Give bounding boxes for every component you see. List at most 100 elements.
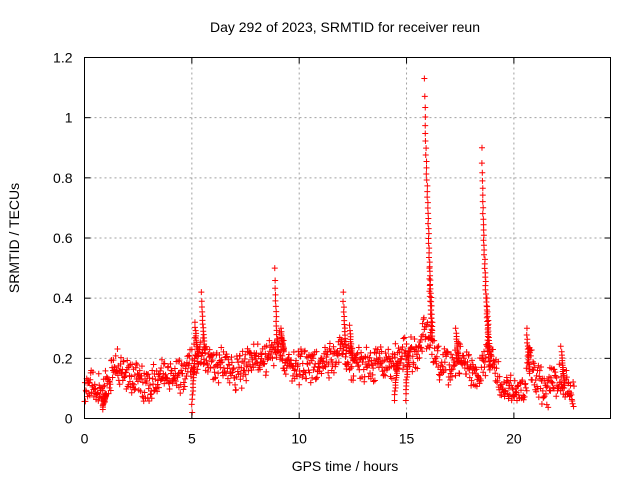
data-point [138, 363, 145, 370]
data-point [547, 387, 554, 394]
data-point [530, 360, 537, 367]
data-point [425, 215, 432, 222]
data-point [195, 353, 202, 360]
data-point [99, 387, 106, 394]
data-point [232, 386, 239, 393]
data-point [428, 322, 435, 329]
data-point [553, 393, 560, 400]
data-point [543, 384, 550, 391]
data-point [428, 351, 435, 358]
data-point [137, 388, 144, 395]
data-point [180, 386, 187, 393]
data-point [447, 377, 454, 384]
data-point [262, 350, 269, 357]
data-point [91, 381, 98, 388]
data-point [95, 397, 102, 404]
data-point [139, 393, 146, 400]
data-point [290, 349, 297, 356]
data-point [407, 334, 414, 341]
data-point [263, 342, 270, 349]
data-point [435, 343, 442, 350]
data-point [301, 368, 308, 375]
data-point [480, 369, 487, 376]
data-point [109, 374, 116, 381]
data-point [342, 353, 349, 360]
data-point [307, 379, 314, 386]
data-point [422, 130, 429, 137]
data-point [545, 404, 552, 411]
data-point [423, 158, 430, 165]
data-point [124, 357, 131, 364]
data-point [433, 360, 440, 367]
data-point [424, 194, 431, 201]
data-point [234, 368, 241, 375]
data-point [419, 320, 426, 327]
data-point [539, 387, 546, 394]
data-point [376, 354, 383, 361]
data-point [224, 375, 231, 382]
data-point [370, 378, 377, 385]
data-point [567, 382, 574, 389]
data-point [280, 348, 287, 355]
data-point [422, 114, 429, 121]
data-point [508, 382, 515, 389]
data-point [153, 385, 160, 392]
data-point [245, 358, 252, 365]
data-point [480, 227, 487, 234]
data-point [473, 366, 480, 373]
data-point [480, 232, 487, 239]
axis-ticks [84, 57, 611, 419]
data-point [414, 365, 421, 372]
data-point [483, 295, 490, 302]
data-point [421, 93, 428, 100]
data-point [270, 362, 277, 369]
data-point [326, 340, 333, 347]
data-point [158, 376, 165, 383]
data-point [326, 374, 333, 381]
data-point [533, 388, 540, 395]
data-point [226, 362, 233, 369]
data-point [498, 392, 505, 399]
data-point [431, 345, 438, 352]
data-point [419, 348, 426, 355]
data-point [433, 353, 440, 360]
data-point [485, 354, 492, 361]
x-tick-label: 10 [291, 431, 307, 447]
data-point [296, 381, 303, 388]
data-point [202, 349, 209, 356]
data-point [105, 378, 112, 385]
data-point [355, 362, 362, 369]
data-point [263, 368, 270, 375]
data-point [424, 199, 431, 206]
data-point [426, 265, 433, 272]
data-point [524, 339, 531, 346]
data-point [133, 360, 140, 367]
data-point [418, 344, 425, 351]
data-point [322, 344, 329, 351]
data-point [166, 385, 173, 392]
data-point [401, 334, 408, 341]
data-point [204, 368, 211, 375]
data-point [268, 350, 275, 357]
data-point [228, 372, 235, 379]
data-point [220, 348, 227, 355]
data-point [429, 336, 436, 343]
data-point [189, 391, 196, 398]
data-point [399, 353, 406, 360]
data-point [452, 325, 459, 332]
data-point [313, 375, 320, 382]
data-point [538, 400, 545, 407]
data-point [191, 324, 198, 331]
data-point [226, 379, 233, 386]
data-point [138, 372, 145, 379]
data-point [288, 357, 295, 364]
data-point [523, 325, 530, 332]
data-point [146, 397, 153, 404]
data-point [134, 361, 141, 368]
data-point [367, 375, 374, 382]
data-point [177, 381, 184, 388]
data-point [466, 374, 473, 381]
data-point [82, 398, 89, 405]
data-point [454, 358, 461, 365]
data-point [274, 339, 281, 346]
